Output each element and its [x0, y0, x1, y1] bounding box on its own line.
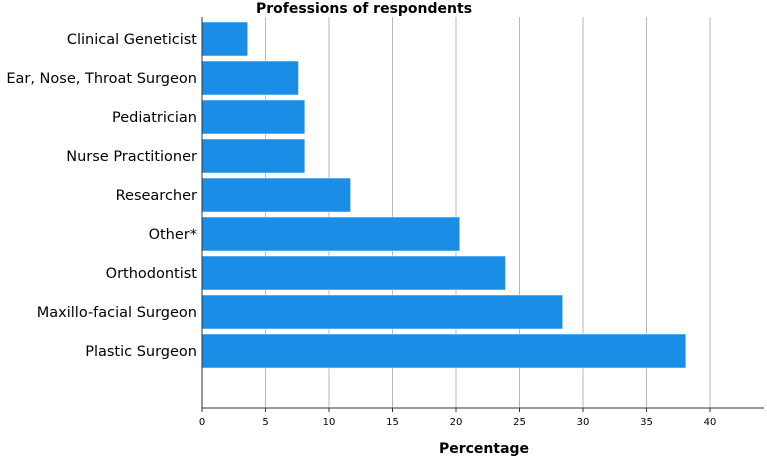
bar-0: [201, 21, 248, 57]
x-tick-label: 20: [450, 417, 463, 428]
x-tick-label: 0: [199, 417, 205, 428]
bar-4: [201, 177, 351, 213]
bar-2: [201, 99, 306, 135]
category-label: Maxillo-facial Surgeon: [37, 305, 197, 321]
bar-6: [201, 255, 506, 291]
bar-7: [201, 294, 563, 330]
x-tick-label: 10: [323, 417, 336, 428]
category-label: Researcher: [116, 188, 197, 204]
axes: [201, 17, 764, 409]
x-tick-label: 40: [704, 417, 717, 428]
bar-3: [201, 138, 306, 174]
bar-8: [201, 333, 687, 369]
category-label: Ear, Nose, Throat Surgeon: [6, 71, 197, 87]
category-label: Other*: [149, 227, 197, 243]
x-tick-label: 30: [577, 417, 590, 428]
bars: [201, 21, 687, 369]
x-tick-label: 25: [513, 417, 526, 428]
x-tick-labels: 0 5 10 15 20 25 30 35 40: [199, 408, 717, 428]
bar-1: [201, 60, 299, 96]
x-axis-label: Percentage: [439, 441, 529, 457]
category-label: Nurse Practitioner: [66, 149, 197, 165]
gridlines: [265, 17, 711, 408]
category-label: Orthodontist: [106, 266, 198, 282]
category-label: Pediatrician: [112, 110, 197, 126]
category-labels: Clinical Geneticist Ear, Nose, Throat Sur…: [6, 32, 197, 360]
x-tick-label: 5: [262, 417, 268, 428]
x-tick-label: 35: [640, 417, 653, 428]
chart-title: Professions of respondents: [256, 1, 472, 17]
category-label: Clinical Geneticist: [67, 32, 197, 48]
x-tick-label: 15: [386, 417, 399, 428]
category-label: Plastic Surgeon: [85, 344, 197, 360]
bar-5: [201, 216, 461, 252]
